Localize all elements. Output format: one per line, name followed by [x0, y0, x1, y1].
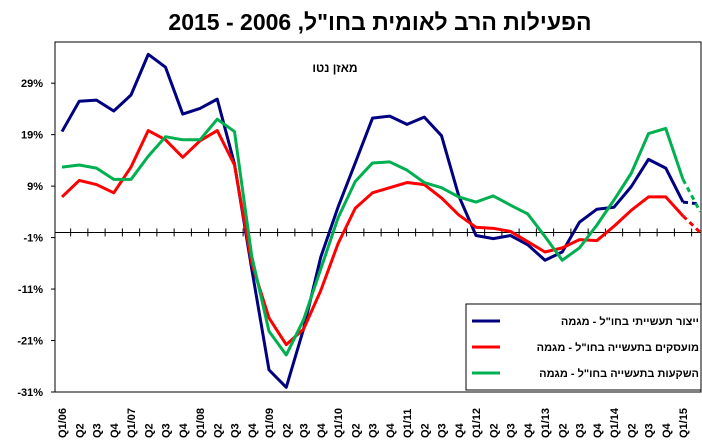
x-tick-label: Q3 — [437, 423, 449, 438]
x-tick-label: Q2 — [143, 423, 155, 438]
x-tick-label: Q2 — [557, 423, 569, 438]
x-tick-label: Q1/14 — [609, 407, 621, 438]
x-tick-label: Q2 — [626, 423, 638, 438]
x-tick-label: Q1/13 — [540, 408, 552, 438]
x-tick-label: Q1/06 — [57, 408, 69, 438]
x-tick-label: Q4 — [385, 422, 397, 438]
x-tick-label: Q2 — [350, 423, 362, 438]
x-tick-label: Q4 — [178, 422, 190, 438]
y-tick-label: 9% — [27, 181, 43, 193]
series-line — [61, 117, 685, 357]
x-tick-label: Q3 — [368, 423, 380, 438]
legend-label: מועסקים בתעשייה בחו"ל - מגמה — [537, 341, 699, 354]
x-tick-label: Q4 — [316, 422, 328, 438]
x-tick-label: Q4 — [247, 422, 259, 438]
x-tick-label: Q3 — [575, 423, 587, 438]
legend-box — [465, 303, 702, 391]
series-line-projection — [681, 214, 702, 234]
y-tick-label: -31% — [17, 387, 43, 399]
x-tick-label: Q1/08 — [195, 408, 207, 438]
series-line — [60, 129, 685, 347]
x-tick-label: Q4 — [454, 422, 466, 438]
x-tick-label: Q1/09 — [264, 408, 276, 438]
x-tick-label: Q3 — [161, 423, 173, 438]
chart-title: הפעילות הרב לאומית בחו"ל, 2006 - 2015 — [168, 9, 591, 35]
y-tick-label: 29% — [21, 78, 43, 90]
x-tick-label: Q3 — [92, 423, 104, 438]
x-tick-label: Q2 — [419, 423, 431, 438]
x-tick-label: Q4 — [523, 422, 535, 438]
x-tick-label: Q3 — [230, 423, 242, 438]
x-tick-label: Q2 — [212, 423, 224, 438]
series-line-projection — [681, 178, 702, 213]
x-tick-label: Q4 — [109, 422, 121, 438]
x-tick-label: Q2 — [488, 423, 500, 438]
legend-label: השקעות בתעשייה בחו"ל - מגמה — [539, 367, 699, 380]
x-tick-label: Q2 — [74, 423, 86, 438]
x-tick-label: Q4 — [592, 422, 604, 438]
series-line — [60, 52, 685, 389]
x-tick-label: Q1/10 — [333, 408, 345, 438]
x-tick-label: Q4 — [661, 422, 673, 438]
legend-label: ייצור תעשייתי בחו"ל - מגמה — [561, 315, 699, 328]
x-tick-label: Q3 — [506, 423, 518, 438]
x-tick-label: Q3 — [644, 423, 656, 438]
x-tick-label: Q1/11 — [402, 409, 414, 438]
y-tick-label: 19% — [21, 130, 43, 142]
series-line-projection — [682, 200, 701, 206]
x-tick-label: Q2 — [281, 423, 293, 438]
chart-subtitle: מאזן נטו — [312, 61, 357, 75]
x-tick-label: Q3 — [299, 423, 311, 438]
x-tick-label: Q1/15 — [678, 408, 690, 438]
x-tick-label: Q1/07 — [126, 408, 138, 438]
y-tick-label: -1% — [23, 233, 43, 245]
x-tick-label: Q1/12 — [471, 408, 483, 438]
y-tick-label: -11% — [18, 284, 43, 296]
y-tick-label: -21% — [17, 336, 43, 348]
plot-frame — [54, 41, 702, 393]
